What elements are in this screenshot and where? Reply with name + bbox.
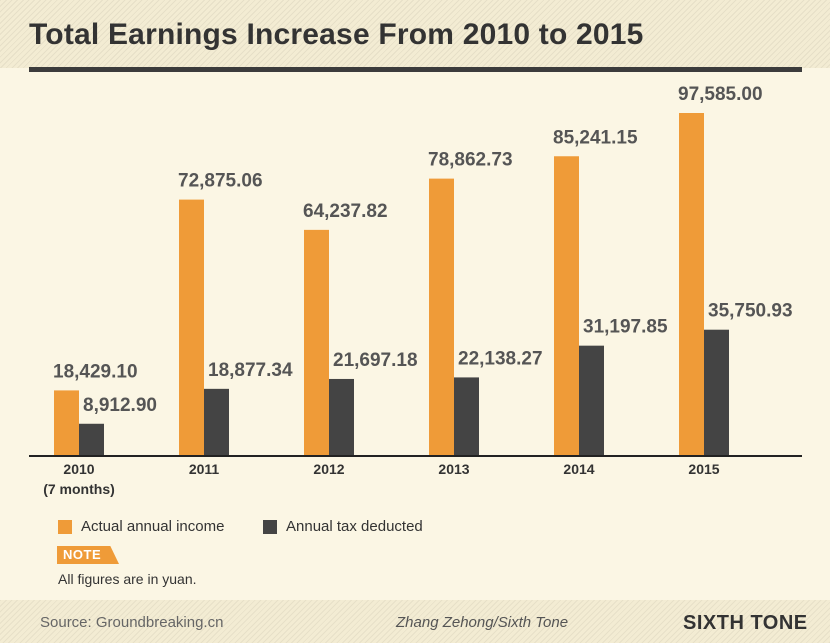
x-tick-label-2013: 2013 bbox=[438, 461, 469, 477]
tax-bar-2014 bbox=[579, 345, 604, 455]
tax-value-label-2015: 35,750.93 bbox=[708, 301, 793, 322]
income-value-label-2013: 78,862.73 bbox=[428, 150, 513, 171]
note-tag: NOTE bbox=[57, 546, 119, 564]
brand-logo-text: SIXTH TONE bbox=[683, 612, 808, 634]
tax-value-label-2014: 31,197.85 bbox=[583, 317, 668, 338]
title-divider bbox=[29, 67, 802, 72]
footer-band bbox=[0, 600, 830, 643]
income-bar-2012 bbox=[304, 229, 329, 455]
income-bar-2011 bbox=[179, 199, 204, 455]
tax-value-label-2013: 22,138.27 bbox=[458, 348, 543, 369]
x-tick-label-2015: 2015 bbox=[688, 461, 719, 477]
tax-value-label-2012: 21,697.18 bbox=[333, 350, 418, 371]
tax-bar-2010 bbox=[79, 423, 104, 455]
income-value-label-2015: 97,585.00 bbox=[678, 84, 763, 105]
income-value-label-2012: 64,237.82 bbox=[303, 201, 388, 222]
x-tick-sublabel-2010: (7 months) bbox=[43, 481, 115, 497]
note-text: All figures are in yuan. bbox=[58, 571, 197, 587]
income-value-label-2011: 72,875.06 bbox=[178, 171, 263, 192]
legend-item-income: Actual annual income bbox=[58, 518, 224, 535]
x-tick-label-2014: 2014 bbox=[563, 461, 594, 477]
tax-bar-2013 bbox=[454, 377, 479, 455]
legend-label-tax: Annual tax deducted bbox=[286, 518, 423, 535]
income-bar-2010 bbox=[54, 390, 79, 455]
author-credit: Zhang Zehong/Sixth Tone bbox=[396, 614, 569, 631]
tax-bar-2015 bbox=[704, 329, 729, 455]
x-tick-label-2010: 2010 bbox=[63, 461, 94, 477]
income-bar-2014 bbox=[554, 156, 579, 455]
legend-item-tax: Annual tax deducted bbox=[263, 518, 423, 535]
tax-bar-2012 bbox=[329, 378, 354, 455]
legend-swatch-tax bbox=[263, 519, 277, 534]
legend-label-income: Actual annual income bbox=[81, 518, 225, 535]
income-value-label-2014: 85,241.15 bbox=[553, 127, 638, 148]
x-tick-label-2011: 2011 bbox=[189, 461, 220, 477]
legend-swatch-income bbox=[58, 519, 72, 534]
tax-value-label-2011: 18,877.34 bbox=[208, 360, 293, 381]
tax-value-label-2010: 8,912.90 bbox=[83, 395, 157, 416]
tax-bar-2011 bbox=[204, 388, 229, 455]
source-credit: Source: Groundbreaking.cn bbox=[40, 614, 224, 631]
income-bar-2013 bbox=[429, 178, 454, 456]
income-bar-2015 bbox=[679, 113, 704, 455]
x-tick-label-2012: 2012 bbox=[313, 461, 344, 477]
income-value-label-2010: 18,429.10 bbox=[53, 361, 138, 382]
chart-title: Total Earnings Increase From 2010 to 201… bbox=[29, 18, 644, 51]
header-band bbox=[0, 0, 830, 68]
